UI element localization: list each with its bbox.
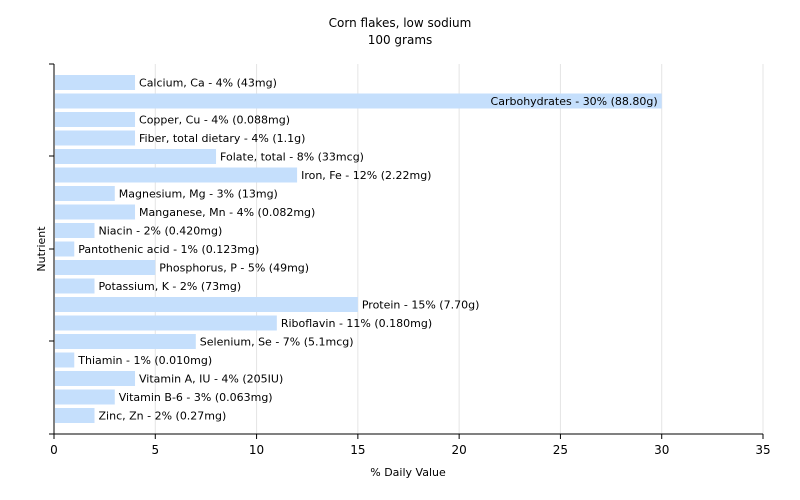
y-axis-title: Nutrient (35, 226, 48, 272)
x-tick-label: 5 (151, 443, 159, 457)
bar-data-label: Niacin - 2% (0.420mg) (99, 225, 223, 238)
x-axis-title: % Daily Value (370, 466, 446, 479)
bar-data-label: Selenium, Se - 7% (5.1mcg) (200, 336, 354, 349)
bar (55, 260, 156, 275)
bar (55, 204, 136, 220)
bar (55, 167, 298, 183)
axes-group (49, 63, 763, 435)
bar-data-label: Vitamin B-6 - 3% (0.063mg) (119, 391, 273, 404)
x-tick-label: 35 (755, 443, 770, 457)
bar-data-label: Pantothenic acid - 1% (0.123mg) (78, 243, 259, 256)
x-tick-label: 15 (350, 443, 365, 457)
bar-data-label: Thiamin - 1% (0.010mg) (77, 354, 212, 367)
bar (55, 75, 136, 90)
bar-data-label: Iron, Fe - 12% (2.22mg) (301, 169, 431, 182)
bar-data-label: Folate, total - 8% (33mcg) (220, 151, 364, 164)
x-tick-label: 30 (654, 443, 669, 457)
x-tick-label: 20 (452, 443, 467, 457)
bar-data-label: Manganese, Mn - 4% (0.082mg) (139, 206, 315, 219)
x-tick-group: 0 5 10 15 20 25 30 35 (50, 434, 771, 457)
bar (55, 334, 196, 349)
bar (55, 241, 75, 257)
bar-data-label: Copper, Cu - 4% (0.088mg) (139, 114, 290, 127)
bar (55, 93, 662, 109)
bar-data-label: Potassium, K - 2% (73mg) (99, 280, 242, 293)
x-tick-label: 10 (249, 443, 264, 457)
bar (55, 130, 136, 146)
bar-data-label: Zinc, Zn - 2% (0.27mg) (99, 410, 227, 423)
bar-data-label: Phosphorus, P - 5% (49mg) (159, 262, 309, 275)
chart-title: Corn flakes, low sodium (329, 16, 472, 30)
bar-data-label: Protein - 15% (7.70g) (362, 299, 480, 312)
bar (55, 186, 115, 201)
bar-data-label: Magnesium, Mg - 3% (13mg) (119, 188, 278, 201)
bar (55, 112, 136, 127)
x-tick-label: 0 (50, 443, 58, 457)
bar-data-label: Fiber, total dietary - 4% (1.1g) (139, 132, 305, 145)
bars-group: Calcium, Ca - 4% (43mg) Carbohydrates - 3… (55, 75, 662, 423)
bar (55, 352, 75, 368)
bar-data-label: Riboflavin - 11% (0.180mg) (281, 317, 432, 330)
bar-data-label: Vitamin A, IU - 4% (205IU) (139, 373, 283, 386)
bar (55, 223, 95, 238)
grid-lines (154, 64, 764, 434)
bar (55, 371, 136, 386)
bar (55, 278, 95, 294)
bar (55, 315, 277, 331)
bar (55, 297, 358, 312)
bar-data-label: Calcium, Ca - 4% (43mg) (139, 77, 277, 90)
chart-subtitle: 100 grams (368, 33, 433, 47)
bar (55, 408, 95, 423)
bar (55, 149, 217, 164)
bar-data-label: Carbohydrates - 30% (88.80g) (491, 95, 658, 108)
bar (55, 389, 115, 405)
x-tick-label: 25 (553, 443, 568, 457)
